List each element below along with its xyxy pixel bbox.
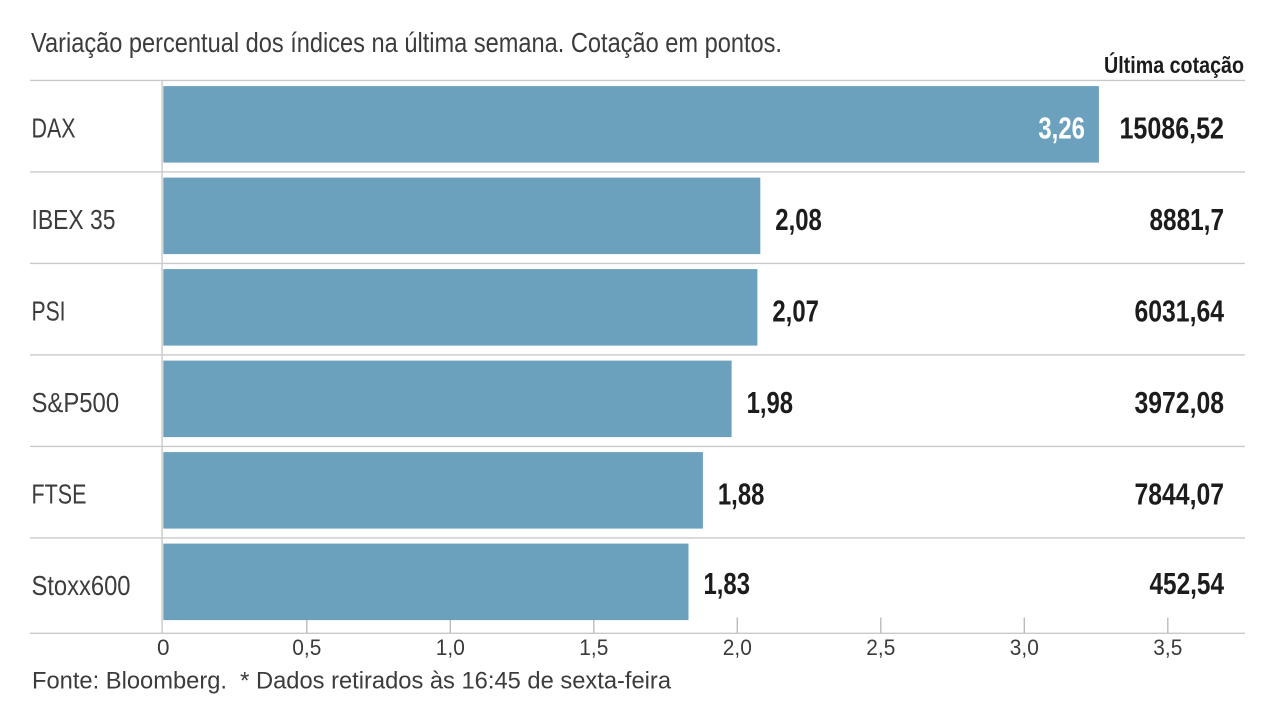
svg-text:Última cotação: Última cotação xyxy=(1104,51,1244,78)
svg-text:Variação percentual dos índice: Variação percentual dos índices na últim… xyxy=(31,27,782,58)
svg-text:IBEX 35: IBEX 35 xyxy=(32,204,116,235)
svg-text:FTSE: FTSE xyxy=(32,478,87,509)
svg-text:2,08: 2,08 xyxy=(775,203,822,237)
svg-text:1,83: 1,83 xyxy=(704,567,751,601)
svg-text:452,54: 452,54 xyxy=(1150,567,1225,601)
svg-text:6031,64: 6031,64 xyxy=(1135,294,1225,328)
svg-text:DAX: DAX xyxy=(32,112,76,143)
svg-text:PSI: PSI xyxy=(32,295,66,326)
svg-text:7844,07: 7844,07 xyxy=(1135,477,1225,511)
svg-text:3,26: 3,26 xyxy=(1038,111,1085,145)
svg-text:S&P500: S&P500 xyxy=(32,387,120,418)
svg-text:3972,08: 3972,08 xyxy=(1135,386,1225,420)
svg-text:1,98: 1,98 xyxy=(747,386,794,420)
svg-text:2,5: 2,5 xyxy=(866,635,895,660)
svg-text:1,5: 1,5 xyxy=(579,635,608,660)
svg-text:15086,52: 15086,52 xyxy=(1120,111,1225,145)
svg-text:1,0: 1,0 xyxy=(436,635,465,660)
svg-text:2,0: 2,0 xyxy=(723,635,752,660)
svg-text:3,5: 3,5 xyxy=(1153,635,1182,660)
svg-text:2,07: 2,07 xyxy=(772,294,819,328)
svg-text:Fonte: Bloomberg. * Dados ret: Fonte: Bloomberg. * Dados retirados às 1… xyxy=(32,668,672,695)
svg-text:0: 0 xyxy=(157,635,170,660)
svg-text:Stoxx600: Stoxx600 xyxy=(32,570,131,601)
svg-text:1,88: 1,88 xyxy=(718,477,765,511)
svg-text:8881,7: 8881,7 xyxy=(1150,203,1225,237)
svg-text:0,5: 0,5 xyxy=(292,635,321,660)
svg-text:3,0: 3,0 xyxy=(1010,635,1039,660)
